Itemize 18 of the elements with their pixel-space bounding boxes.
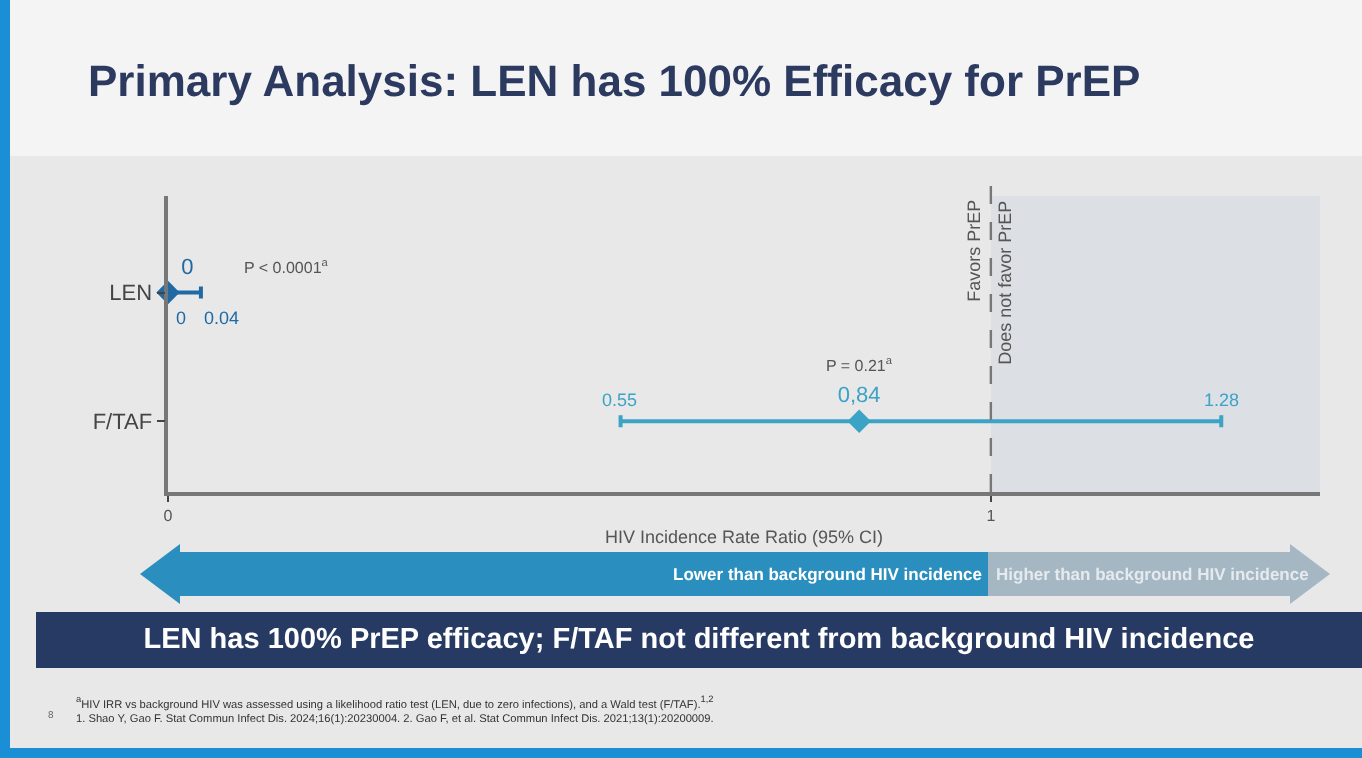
- y-tick-label: LEN: [109, 282, 153, 307]
- text: Higher than background HIV incidence: [996, 564, 1309, 584]
- annotation: 0.04: [204, 308, 240, 328]
- y-tick-label: F/TAF: [92, 410, 153, 435]
- x-axis-title: HIV Incidence Rate Ratio (95% CI): [604, 527, 884, 548]
- annotation: P = 0.21$^{a}$: [826, 356, 894, 375]
- data-label: 0: [181, 255, 194, 280]
- chart-title: Primary Analysis: LEN has 100% Efficacy for PrEP: [88, 56, 1141, 108]
- x-tick-label: 1: [986, 506, 997, 525]
- annotation: P < 0.0001$^{a}$: [244, 258, 330, 277]
- annotation: 0: [176, 308, 187, 328]
- text: LEN has 100% PrEP efficacy; F/TAF not different from background HIV incidence: [36, 612, 1362, 668]
- text: Lower than background HIV incidence: [673, 564, 982, 584]
- ref-line-label: Favors PrEP: [963, 199, 984, 302]
- annotation: 0.55: [602, 390, 638, 410]
- data-label: 0,84: [837, 384, 881, 409]
- band-label: Does not favor PrEP: [994, 200, 1015, 365]
- annotation: 1.28: [1204, 390, 1240, 410]
